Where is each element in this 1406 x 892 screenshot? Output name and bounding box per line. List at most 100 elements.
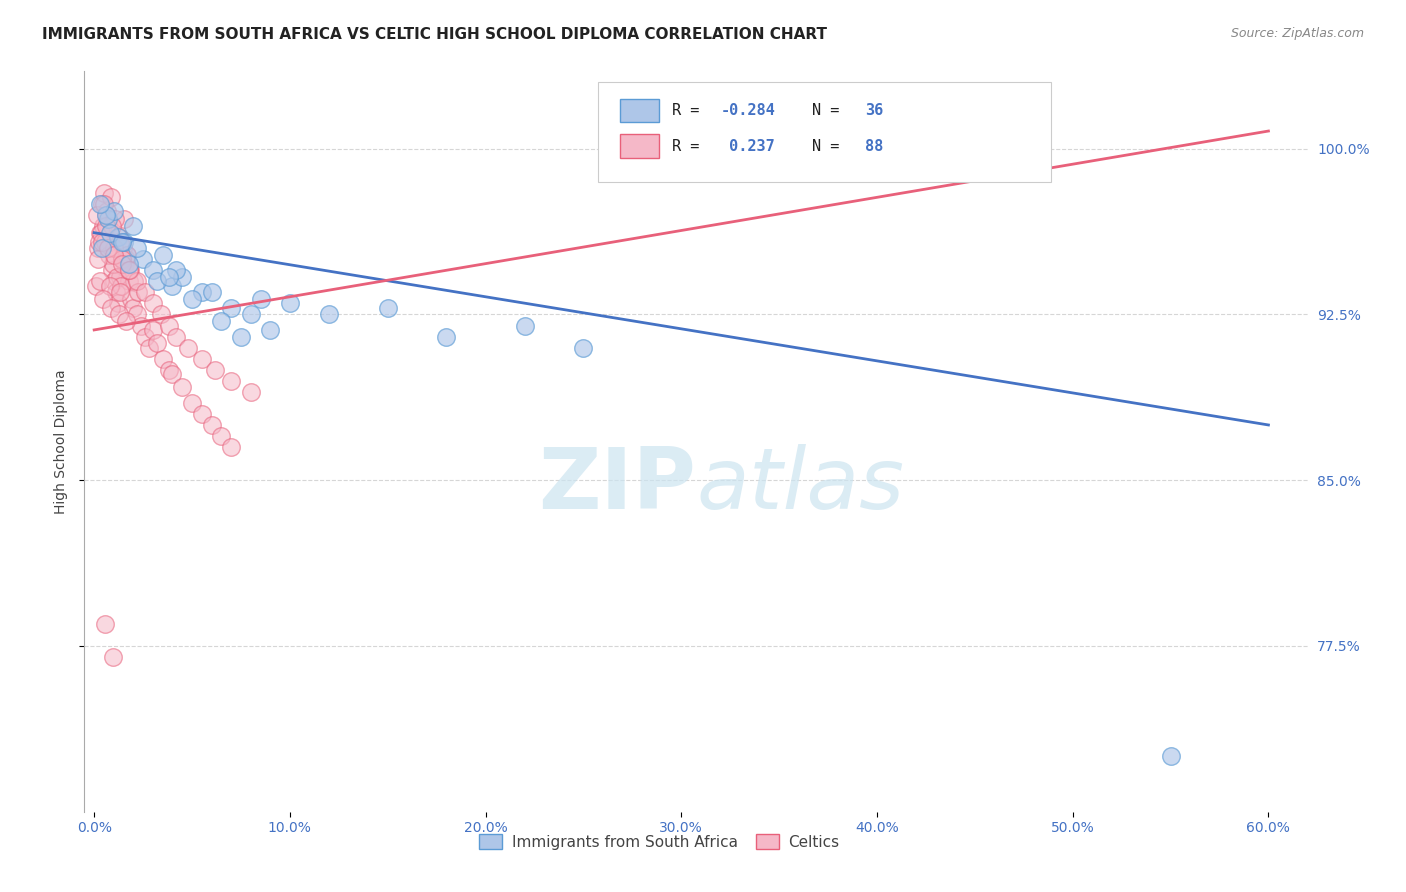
Point	[122, 301, 145, 315]
Point	[127, 308, 149, 322]
Point	[97, 241, 120, 255]
Point	[572, 341, 595, 355]
Point	[107, 230, 129, 244]
FancyBboxPatch shape	[620, 99, 659, 122]
Point	[318, 308, 340, 322]
Point	[249, 292, 271, 306]
Point	[165, 263, 187, 277]
Point	[115, 314, 138, 328]
Point	[97, 219, 120, 233]
Text: 88: 88	[865, 138, 883, 153]
Point	[118, 274, 141, 288]
Point	[91, 241, 114, 255]
Text: -0.284: -0.284	[720, 103, 775, 118]
Point	[100, 219, 122, 233]
Point	[120, 263, 142, 277]
Point	[89, 274, 111, 288]
Point	[97, 212, 120, 227]
Point	[259, 323, 281, 337]
Point	[89, 197, 111, 211]
Point	[177, 341, 200, 355]
Point	[115, 252, 138, 267]
Point	[122, 274, 145, 288]
Text: N =: N =	[813, 103, 849, 118]
Text: 36: 36	[865, 103, 883, 118]
Point	[91, 292, 114, 306]
Point	[108, 269, 131, 284]
Text: N =: N =	[813, 138, 849, 153]
Point	[110, 257, 132, 271]
Point	[172, 380, 194, 394]
Point	[191, 351, 214, 366]
Point	[98, 278, 121, 293]
Point	[162, 278, 184, 293]
Point	[172, 269, 194, 284]
Point	[91, 235, 114, 249]
Point	[107, 230, 129, 244]
Point	[94, 235, 117, 249]
Point	[181, 292, 204, 306]
Point	[105, 269, 128, 284]
Point	[91, 197, 114, 211]
Point	[100, 263, 122, 277]
Point	[96, 203, 118, 218]
Point	[98, 226, 121, 240]
Point	[89, 226, 111, 240]
Point	[142, 296, 165, 310]
Point	[200, 285, 222, 300]
Point	[138, 341, 160, 355]
Point	[84, 278, 107, 293]
Point	[100, 190, 122, 204]
Point	[100, 301, 122, 315]
FancyBboxPatch shape	[620, 135, 659, 158]
Point	[191, 407, 214, 421]
Point	[110, 252, 132, 267]
Text: 0.237: 0.237	[720, 138, 775, 153]
Point	[103, 248, 125, 262]
Point	[142, 323, 165, 337]
Point	[108, 235, 131, 249]
Point	[127, 285, 149, 300]
Text: Source: ZipAtlas.com: Source: ZipAtlas.com	[1230, 27, 1364, 40]
Point	[110, 278, 132, 293]
Point	[278, 296, 301, 310]
Point	[165, 329, 187, 343]
Point	[157, 269, 180, 284]
Point	[90, 226, 112, 240]
Point	[94, 219, 117, 233]
Point	[91, 219, 114, 233]
Point	[127, 274, 149, 288]
Point	[98, 235, 121, 249]
Point	[239, 384, 262, 399]
Point	[103, 274, 125, 288]
Point	[152, 248, 174, 262]
Point	[94, 208, 117, 222]
Point	[146, 274, 169, 288]
Point	[377, 301, 399, 315]
Point	[181, 396, 204, 410]
Y-axis label: High School Diploma: High School Diploma	[53, 369, 67, 514]
Point	[129, 318, 152, 333]
Point	[120, 292, 142, 306]
Point	[204, 362, 226, 376]
Point	[118, 257, 141, 271]
Point	[142, 263, 165, 277]
Point	[219, 374, 242, 388]
Point	[191, 285, 214, 300]
Point	[107, 296, 129, 310]
Point	[162, 367, 184, 381]
Point	[94, 616, 117, 631]
Point	[219, 301, 242, 315]
Text: ZIP: ZIP	[538, 444, 696, 527]
Point	[87, 241, 110, 255]
Point	[149, 308, 172, 322]
Point	[104, 212, 127, 227]
Point	[94, 208, 117, 222]
Point	[134, 329, 156, 343]
Point	[209, 314, 232, 328]
Point	[219, 440, 242, 454]
Point	[152, 351, 174, 366]
Point	[87, 252, 110, 267]
Text: R =: R =	[672, 103, 709, 118]
Text: atlas: atlas	[696, 444, 904, 527]
